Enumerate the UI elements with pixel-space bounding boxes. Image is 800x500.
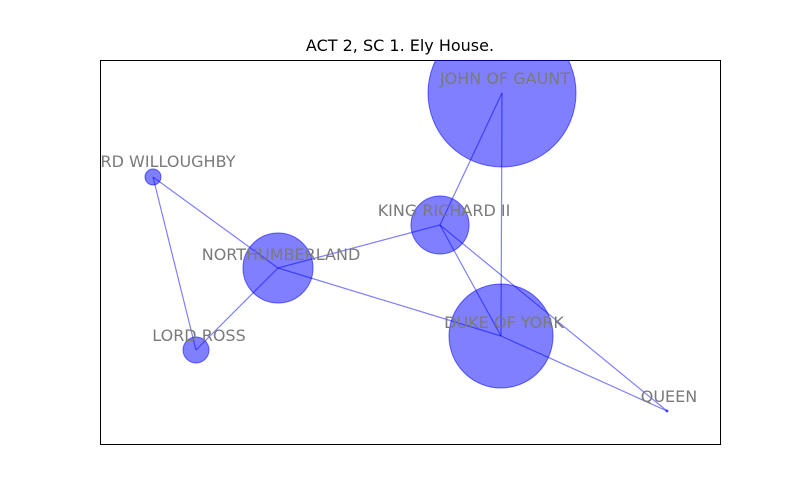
node-label-northumberland: NORTHUMBERLAND — [202, 245, 361, 264]
edge-king-richard-ii-queen — [439, 224, 668, 412]
node-queen — [665, 409, 669, 413]
node-label-queen: QUEEN — [641, 387, 698, 406]
node-label-lord-ross: LORD ROSS — [152, 326, 245, 345]
node-lord-willoughby — [144, 168, 162, 186]
node-label-lord-willoughby: RD WILLOUGHBY — [101, 152, 236, 171]
node-king-richard-ii — [410, 195, 470, 255]
node-lord-ross — [182, 336, 210, 364]
node-label-king-richard-ii: KING RICHARD II — [378, 201, 511, 220]
edge-lord-willoughby-lord-ross — [152, 176, 197, 351]
node-label-duke-of-york: DUKE OF YORK — [444, 313, 564, 332]
diagram-title: ACT 2, SC 1. Ely House. — [305, 36, 495, 55]
labels-layer: JOHN OF GAUNT DUKE OF YORK NORTHUMBERLAND K… — [101, 69, 698, 406]
node-duke-of-york — [448, 283, 554, 389]
node-label-john-of-gaunt: JOHN OF GAUNT — [439, 69, 570, 88]
plot-frame — [100, 60, 721, 445]
nodes-layer — [144, 60, 669, 413]
node-john-of-gaunt — [427, 60, 577, 168]
node-northumberland — [242, 232, 314, 304]
